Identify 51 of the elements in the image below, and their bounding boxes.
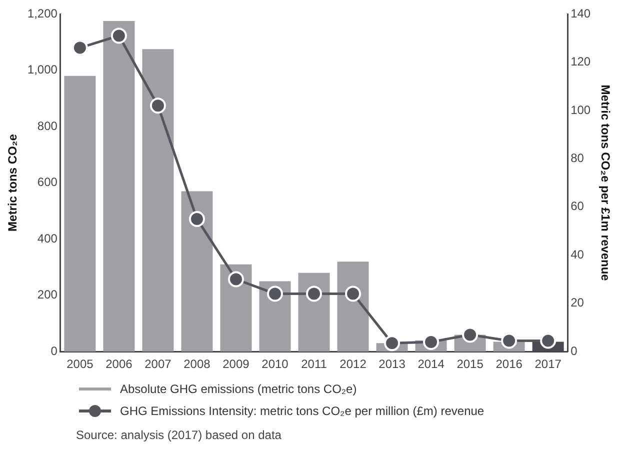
x-tick-label: 2006	[106, 357, 133, 372]
point	[188, 210, 205, 227]
point	[345, 286, 362, 302]
x-tick-label: 2011	[301, 357, 328, 372]
x-tick-label: 2010	[262, 357, 289, 372]
bar	[181, 191, 213, 352]
y-tick-label: 200	[37, 288, 58, 302]
y-axis-title: Metric tons CO₂e	[6, 134, 20, 232]
y2-tick-label: 80	[570, 151, 584, 165]
bar	[298, 272, 330, 352]
x-tick-label: 2009	[222, 357, 250, 372]
point	[306, 286, 322, 302]
bar	[220, 264, 252, 352]
x-tick-label: 2008	[184, 357, 211, 372]
y2-axis-title: Metric tons CO₂e per £1m revenue	[598, 84, 612, 282]
y2-tick-label: 120	[570, 54, 591, 69]
point	[540, 332, 556, 349]
y-tick-label: 600	[37, 175, 58, 190]
y2-tick-label: 20	[570, 296, 584, 310]
bar	[337, 262, 369, 352]
point	[228, 271, 244, 288]
y-tick-label: 400	[37, 231, 58, 246]
bar	[103, 21, 135, 352]
bar	[142, 49, 174, 352]
x-tick-label: 2017	[534, 357, 562, 372]
bar	[64, 76, 96, 352]
y2-tick-label: 60	[570, 199, 584, 214]
y-tick-label: 0	[50, 344, 58, 358]
y-tick-label: 1,000	[27, 62, 58, 77]
y2-tick-label: 100	[570, 102, 591, 117]
x-tick-label: 2005	[66, 357, 94, 372]
source-note: Source: analysis (2017) based on data	[75, 427, 282, 442]
legend-label: Absolute GHG emissions (metric tons CO₂e)	[120, 382, 357, 396]
point	[266, 286, 283, 302]
x-tick-label: 2013	[378, 357, 406, 372]
x-tick-label: 2014	[418, 357, 445, 372]
y-tick-label: 1,200	[27, 6, 58, 20]
legend-label: GHG Emissions Intensity: metric tons CO₂e per million (£m) revenue	[120, 404, 484, 418]
point	[501, 332, 518, 349]
point	[150, 98, 166, 114]
point	[72, 40, 88, 56]
point	[110, 28, 127, 44]
x-tick-label: 2007	[144, 357, 172, 372]
x-tick-label: 2015	[456, 357, 484, 372]
y2-tick-label: 40	[570, 247, 584, 262]
point	[384, 335, 400, 352]
y-tick-label: 800	[37, 118, 58, 133]
x-tick-label: 2012	[340, 357, 367, 372]
y2-tick-label: 140	[570, 6, 591, 20]
x-tick-label: 2016	[496, 357, 523, 372]
y2-tick-label: 0	[570, 344, 578, 358]
